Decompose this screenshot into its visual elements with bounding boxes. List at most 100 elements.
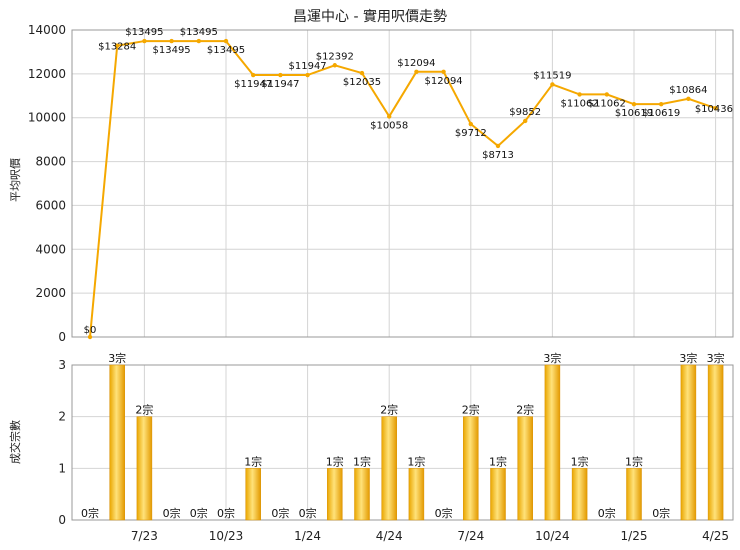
price-series-line <box>89 40 716 338</box>
x-tick-label: 10/24 <box>535 529 570 543</box>
price-data-label: $9852 <box>509 107 541 118</box>
count-data-label: 1宗 <box>407 454 425 468</box>
count-data-label: 0宗 <box>217 506 235 520</box>
x-tick-label: 7/23 <box>131 529 158 543</box>
count-data-label: 2宗 <box>462 403 480 417</box>
count-panel: 0 1 2 3 0宗 3宗 2宗 0宗 0宗 0宗 1宗 0宗 0宗 1宗 1宗 2宗 1宗 0宗 2宗 1宗 2宗 3宗… <box>58 351 734 543</box>
count-bar <box>245 468 261 521</box>
price-point <box>359 70 365 76</box>
price-data-label: $10436 <box>695 104 733 115</box>
price-data-label: $8713 <box>482 150 514 161</box>
x-tick-label: 4/24 <box>376 529 403 543</box>
price-axis-label: 平均呎價 <box>8 158 22 202</box>
price-data-label: $10619 <box>642 108 680 119</box>
count-data-label: 1宗 <box>489 454 507 468</box>
price-data-label: $10058 <box>370 120 408 131</box>
price-point <box>523 118 528 124</box>
count-data-label: 0宗 <box>163 506 181 520</box>
count-data-label: 2宗 <box>516 403 534 417</box>
count-data-label: 2宗 <box>135 403 153 417</box>
price-point <box>495 143 501 149</box>
price-y-tick: 6000 <box>35 198 66 212</box>
count-bar <box>490 468 506 521</box>
price-point <box>686 96 691 101</box>
price-data-label: $12035 <box>343 77 381 88</box>
count-bar <box>354 468 370 521</box>
count-bar <box>327 468 343 521</box>
price-point <box>196 38 201 44</box>
count-y-tick: 3 <box>58 358 66 372</box>
price-data-label: $0 <box>84 325 97 336</box>
price-data-label: $11062 <box>588 98 626 109</box>
price-point <box>305 72 310 78</box>
count-bar <box>136 416 153 521</box>
x-tick-label: 1/24 <box>294 529 321 543</box>
price-point <box>142 38 147 44</box>
price-y-tick: 8000 <box>35 155 66 169</box>
price-point <box>278 72 283 78</box>
count-data-label: 0宗 <box>81 506 99 520</box>
price-point <box>115 43 120 48</box>
count-data-label: 0宗 <box>299 506 317 520</box>
count-data-label: 3宗 <box>679 351 697 365</box>
count-data-label: 0宗 <box>435 506 453 520</box>
price-data-label: $11947 <box>234 79 272 90</box>
price-point <box>550 82 555 87</box>
price-data-label: $9712 <box>455 128 487 139</box>
price-data-label: $12094 <box>397 58 435 69</box>
count-data-label: 3宗 <box>543 351 561 365</box>
count-plot-frame <box>71 364 734 521</box>
price-data-label: $13495 <box>207 45 245 56</box>
count-y-tick: 0 <box>58 513 66 527</box>
count-bar <box>680 364 697 521</box>
count-bar <box>707 364 724 521</box>
x-tick-label: 10/23 <box>209 529 244 543</box>
price-point <box>169 38 174 44</box>
price-point <box>251 72 256 78</box>
x-tick-label: 1/25 <box>621 529 648 543</box>
chart-title: 昌運中心 - 實用呎價走勢 <box>293 8 447 25</box>
count-bar <box>408 468 425 521</box>
price-y-tick: 14000 <box>28 23 66 37</box>
count-data-label: 1宗 <box>625 454 643 468</box>
price-y-tick: 2000 <box>35 286 66 300</box>
x-tick-label: 7/24 <box>457 529 484 543</box>
price-point <box>468 121 473 127</box>
price-data-label: $13284 <box>98 42 136 53</box>
price-data-label: $11519 <box>533 70 571 81</box>
count-data-label: 2宗 <box>380 403 398 417</box>
count-data-label: 0宗 <box>652 506 670 520</box>
x-tick-label: 4/25 <box>702 529 729 543</box>
count-y-tick: 2 <box>58 410 66 424</box>
price-point <box>414 69 419 74</box>
price-data-label: $11947 <box>261 79 299 90</box>
price-point <box>441 69 446 74</box>
price-data-label: $10619 <box>615 108 653 119</box>
price-point <box>223 38 229 44</box>
count-bar <box>571 468 588 521</box>
count-bar <box>381 416 397 521</box>
count-data-label: 1宗 <box>326 454 344 468</box>
count-bar <box>517 416 533 521</box>
count-axis-label: 成交宗數 <box>8 420 22 464</box>
price-point <box>713 105 718 111</box>
price-panel: 0 2000 4000 6000 8000 10000 12000 14000 $0 $13284… <box>28 23 734 344</box>
count-data-label: 1宗 <box>353 454 371 468</box>
price-point <box>577 92 582 97</box>
count-bar <box>544 364 561 521</box>
price-y-tick: 4000 <box>35 242 66 256</box>
count-bar <box>626 468 642 521</box>
price-point <box>332 63 337 68</box>
price-data-label: $12392 <box>316 51 354 62</box>
count-data-label: 0宗 <box>598 506 616 520</box>
count-bar <box>109 364 125 521</box>
price-y-tick: 12000 <box>28 67 66 81</box>
price-data-label: $11947 <box>289 61 327 72</box>
price-data-label: $13495 <box>153 45 191 56</box>
price-data-label: $13495 <box>125 27 163 38</box>
price-point <box>659 101 664 107</box>
price-point <box>87 334 93 340</box>
price-data-label: $12094 <box>425 76 463 87</box>
